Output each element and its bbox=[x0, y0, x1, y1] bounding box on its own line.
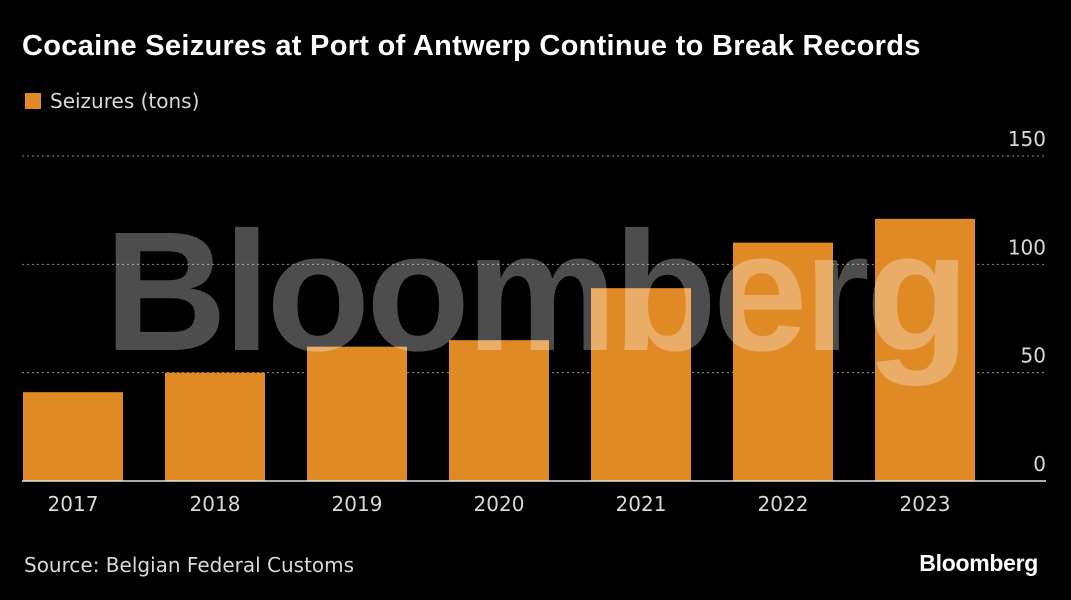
source-note: Source: Belgian Federal Customs bbox=[24, 553, 355, 577]
bar-2017 bbox=[23, 392, 123, 481]
legend-swatch bbox=[25, 93, 41, 109]
y-tick-label: 50 bbox=[1021, 344, 1046, 368]
bloomberg-watermark: Bloomberg bbox=[104, 197, 965, 387]
bar-2023 bbox=[875, 218, 975, 482]
bar-2019 bbox=[307, 346, 407, 481]
x-tick-label: 2018 bbox=[190, 492, 241, 516]
bloomberg-logo: Bloomberg bbox=[919, 550, 1038, 576]
x-tick-label: 2022 bbox=[758, 492, 809, 516]
bar-layer bbox=[23, 218, 975, 482]
y-tick-label: 150 bbox=[1008, 127, 1046, 151]
label-layer: 0 50 100 150 2017 2018 2019 2020 2021 2022 2023 bbox=[22, 127, 1046, 516]
bar-2022 bbox=[733, 242, 833, 481]
y-tick-label: 100 bbox=[1008, 235, 1046, 259]
bar-2020 bbox=[449, 340, 549, 481]
y-tick-label: 0 bbox=[1033, 452, 1046, 476]
chart-title: Cocaine Seizures at Port of Antwerp Cont… bbox=[22, 30, 921, 62]
watermark-layer: Bloomberg bbox=[104, 197, 969, 387]
x-tick-label: 2019 bbox=[332, 492, 383, 516]
x-tick-label: 2017 bbox=[48, 492, 99, 516]
legend: Seizures (tons) bbox=[25, 89, 199, 113]
legend-label: Seizures (tons) bbox=[50, 89, 200, 113]
x-tick-label: 2020 bbox=[474, 492, 525, 516]
x-tick-label: 2023 bbox=[900, 492, 951, 516]
bar-2021 bbox=[591, 288, 691, 481]
x-tick-label: 2021 bbox=[616, 492, 667, 516]
bar-2018 bbox=[165, 372, 265, 481]
